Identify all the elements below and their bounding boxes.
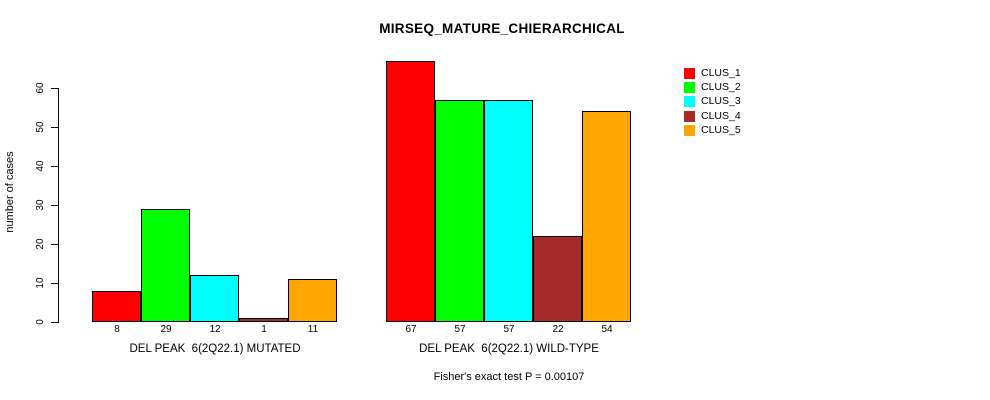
bar-value-label: 22 xyxy=(552,324,564,335)
legend-item: CLUS_5 xyxy=(684,124,741,138)
legend-label: CLUS_4 xyxy=(701,109,741,122)
y-tick-label: 0 xyxy=(35,319,46,325)
legend-item: CLUS_4 xyxy=(684,109,741,123)
y-tick xyxy=(51,283,58,284)
bar-clus-1-group2 xyxy=(386,61,435,322)
bar-value-label: 1 xyxy=(261,324,267,335)
legend-swatch xyxy=(684,125,695,137)
bar-clus-5-group2 xyxy=(582,111,631,322)
group-label: DEL PEAK 6(2Q22.1) WILD-TYPE xyxy=(419,343,599,355)
y-tick xyxy=(51,322,58,323)
bar-clus-3-group1 xyxy=(190,275,239,322)
y-tick-label: 10 xyxy=(35,277,46,289)
legend-item: CLUS_2 xyxy=(684,80,741,94)
y-tick-label: 50 xyxy=(35,121,46,133)
bar-clus-5-group1 xyxy=(288,279,337,322)
y-tick xyxy=(51,244,58,245)
y-tick xyxy=(51,166,58,167)
bar-value-label: 67 xyxy=(405,324,417,335)
bar-value-label: 57 xyxy=(503,324,515,335)
y-tick-label: 30 xyxy=(35,199,46,211)
y-tick xyxy=(51,88,58,89)
bar-value-label: 54 xyxy=(601,324,613,335)
legend-label: CLUS_2 xyxy=(701,81,741,94)
legend-swatch xyxy=(684,96,695,108)
y-tick-label: 60 xyxy=(35,82,46,94)
fisher-test-caption: Fisher's exact test P = 0.00107 xyxy=(433,371,585,383)
bar-clus-4-group1 xyxy=(239,318,288,322)
chart-title: MIRSEQ_MATURE_CHIERARCHICAL xyxy=(379,21,625,36)
y-tick-label: 40 xyxy=(35,160,46,172)
legend-item: CLUS_3 xyxy=(684,95,741,109)
bar-clus-2-group2 xyxy=(435,100,484,322)
bar-value-label: 12 xyxy=(209,324,221,335)
bar-value-label: 57 xyxy=(454,324,466,335)
bar-value-label: 29 xyxy=(160,324,172,335)
bar-clus-2-group1 xyxy=(141,209,190,322)
bar-value-label: 8 xyxy=(114,324,120,335)
legend-label: CLUS_1 xyxy=(701,66,741,79)
legend-label: CLUS_5 xyxy=(701,124,741,137)
bar-value-label: 11 xyxy=(307,324,319,335)
legend-swatch xyxy=(684,82,695,94)
y-tick xyxy=(51,127,58,128)
legend: CLUS_1 CLUS_2 CLUS_3 CLUS_4 CLUS_5 xyxy=(684,66,741,138)
bar-clus-3-group2 xyxy=(484,100,533,322)
y-tick xyxy=(51,205,58,206)
bar-clus-1-group1 xyxy=(92,291,141,322)
y-axis-label: number of cases xyxy=(4,151,16,233)
legend-label: CLUS_3 xyxy=(701,95,741,108)
y-axis-line xyxy=(58,88,59,323)
y-tick-label: 20 xyxy=(35,238,46,250)
group-label: DEL PEAK 6(2Q22.1) MUTATED xyxy=(129,343,301,355)
legend-swatch xyxy=(684,67,695,79)
legend-swatch xyxy=(684,110,695,122)
bar-clus-4-group2 xyxy=(533,236,582,322)
legend-item: CLUS_1 xyxy=(684,66,741,80)
